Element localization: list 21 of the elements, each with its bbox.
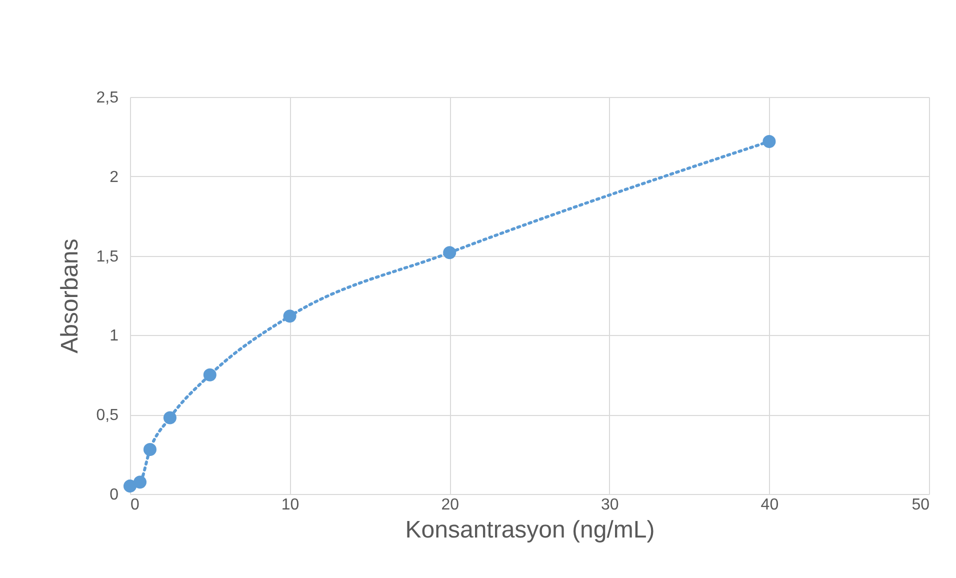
y-axis-title: Absorbans — [56, 238, 84, 354]
point — [762, 134, 776, 148]
point — [143, 443, 156, 456]
point — [163, 411, 176, 424]
point — [123, 480, 137, 493]
point — [443, 246, 456, 260]
point — [283, 310, 296, 323]
x-tick-label: 0 — [130, 496, 140, 514]
y-tick-label: 0,5 — [96, 407, 119, 424]
x-tick-label: 30 — [601, 496, 619, 514]
y-tick-label: 2 — [110, 168, 119, 186]
x-tick-label: 40 — [760, 496, 779, 514]
x-tick-label: 20 — [441, 496, 460, 514]
x-axis-title: Konsantrasyon (ng/mL) — [405, 516, 655, 544]
y-tick-label: 1 — [110, 328, 119, 345]
point — [133, 476, 147, 489]
point — [203, 368, 216, 382]
y-tick-label: 1,5 — [96, 248, 119, 266]
x-tick-label: 50 — [912, 496, 930, 514]
x-tick-label: 10 — [281, 496, 300, 514]
y-tick-label: 2,5 — [96, 90, 119, 106]
